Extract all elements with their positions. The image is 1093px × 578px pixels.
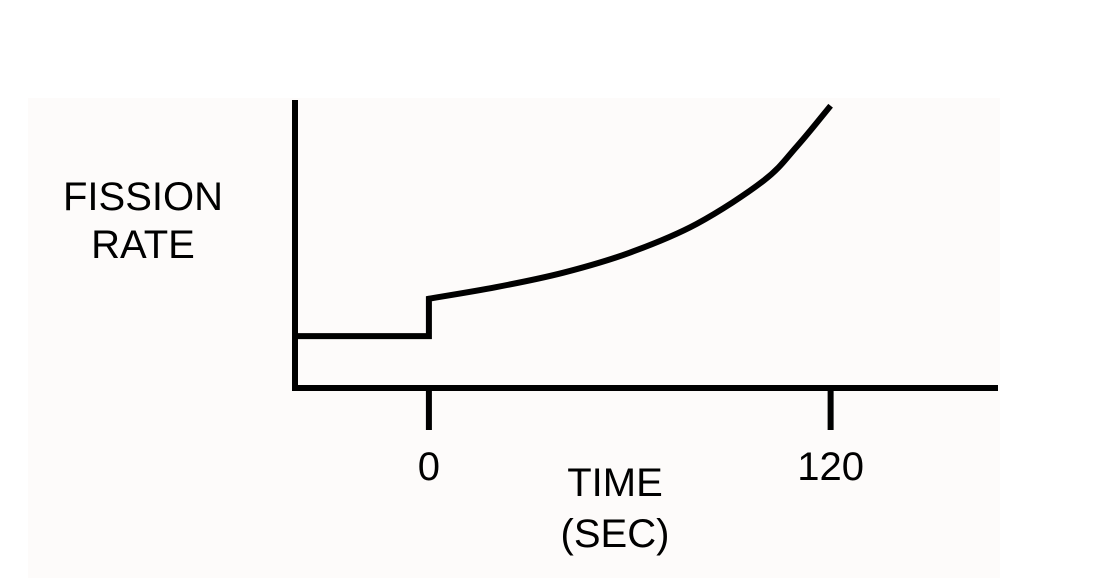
y-axis-label-line-2: RATE bbox=[91, 223, 195, 267]
axes bbox=[292, 100, 998, 391]
y-axis-label-line-1: FISSION bbox=[63, 175, 223, 219]
x-tick-label-120: 120 bbox=[797, 445, 864, 489]
chart-panel bbox=[28, 98, 1000, 578]
x-ticks bbox=[425, 388, 834, 430]
x-tick-label-0: 0 bbox=[418, 445, 440, 489]
fission-rate-curve bbox=[295, 103, 833, 340]
x-axis-label-line-2: (SEC) bbox=[561, 512, 670, 556]
series-layer bbox=[295, 103, 833, 340]
x-axis-label-line-1: TIME bbox=[567, 461, 663, 505]
